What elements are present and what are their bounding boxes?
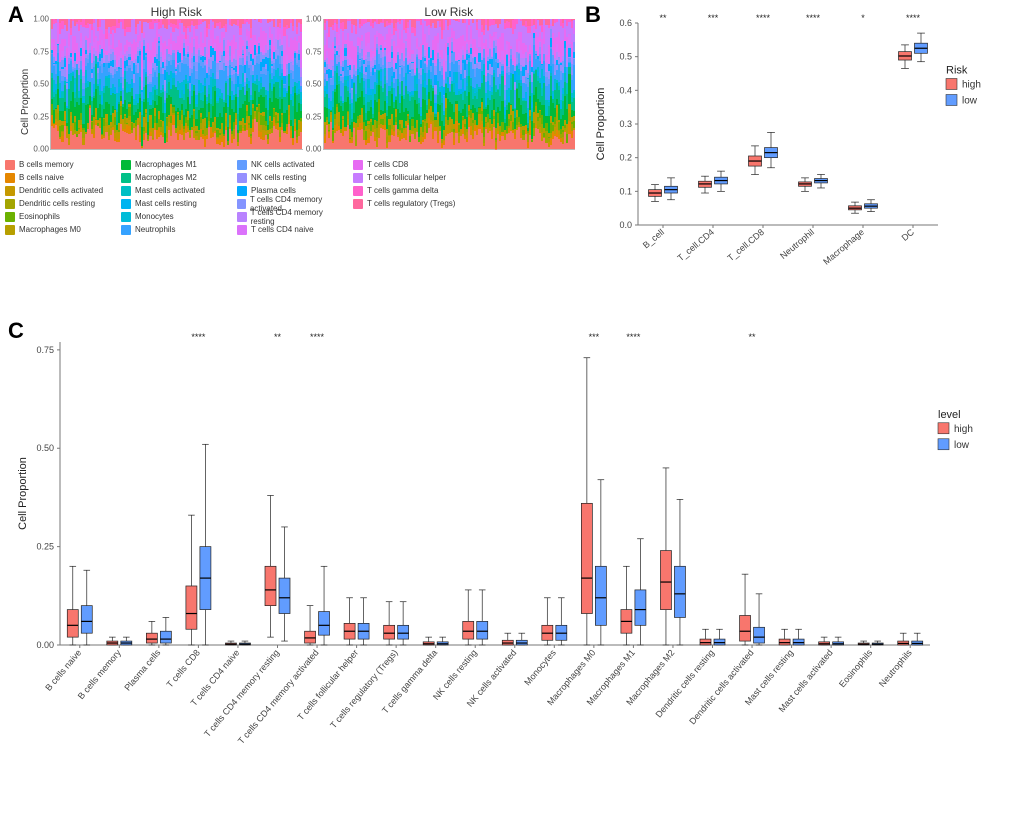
panel-b-boxplot: 0.0 0.1 0.2 0.3 0.4 0.5 0.6 Cell Proportion ** B_…	[590, 5, 1010, 295]
legend-item: Dendritic cells resting	[5, 197, 113, 210]
svg-text:0.50: 0.50	[36, 443, 54, 453]
svg-text:**: **	[749, 332, 757, 342]
legend-item: T cells CD4 memory resting	[237, 210, 345, 223]
svg-text:Cell Proportion: Cell Proportion	[595, 88, 607, 161]
svg-text:T_cell.CD4: T_cell.CD4	[675, 227, 716, 263]
svg-text:****: ****	[310, 332, 325, 342]
legend-item: Dendritic cells activated	[5, 184, 113, 197]
svg-text:0.75: 0.75	[36, 345, 54, 355]
panel-a-left-title: High Risk	[50, 5, 303, 19]
svg-text:0.25: 0.25	[36, 542, 54, 552]
svg-text:T_cell.CD8: T_cell.CD8	[725, 227, 766, 263]
stacked-bar-low-risk: 0.000.250.500.751.00	[323, 19, 576, 150]
svg-text:Neutrophil: Neutrophil	[778, 227, 816, 261]
legend-item: NK cells resting	[237, 171, 345, 184]
legend-item: T cells CD8	[353, 158, 461, 171]
legend-item: T cells CD4 naive	[237, 223, 345, 236]
legend-item: Mast cells resting	[121, 197, 229, 210]
svg-text:high: high	[954, 424, 973, 435]
svg-text:****: ****	[191, 332, 206, 342]
legend-item: Neutrophils	[121, 223, 229, 236]
legend-item: Macrophages M1	[121, 158, 229, 171]
svg-text:Cell Proportion: Cell Proportion	[17, 457, 29, 530]
svg-text:level: level	[938, 409, 961, 421]
svg-text:B cells memory: B cells memory	[76, 647, 124, 701]
svg-text:Eosinophils: Eosinophils	[837, 647, 875, 689]
svg-text:***: ***	[708, 13, 719, 23]
panel-c-boxplot: 0.00 0.25 0.50 0.75 Cell Proportion B cells n…	[5, 320, 1015, 815]
svg-text:Monocytes: Monocytes	[522, 647, 558, 687]
panel-c: 0.00 0.25 0.50 0.75 Cell Proportion B cells n…	[5, 320, 1015, 815]
svg-text:0.0: 0.0	[619, 220, 632, 230]
legend-item: T cells gamma delta	[353, 184, 461, 197]
svg-text:T cells CD4 memory resting: T cells CD4 memory resting	[202, 648, 281, 739]
svg-text:0.6: 0.6	[619, 18, 632, 28]
svg-text:*: *	[861, 13, 865, 23]
svg-text:B_cell: B_cell	[641, 227, 666, 250]
legend-item: Eosinophils	[5, 210, 113, 223]
svg-text:****: ****	[806, 13, 821, 23]
panel-a: High Risk 0.000.250.500.751.00 Low Risk …	[5, 5, 575, 275]
panel-a-legend: B cells memoryB cells naiveDendritic cel…	[5, 158, 565, 236]
svg-text:0.1: 0.1	[619, 186, 632, 196]
svg-text:0.4: 0.4	[619, 85, 632, 95]
svg-text:Neutrophils: Neutrophils	[877, 647, 914, 689]
svg-text:**: **	[274, 332, 282, 342]
svg-text:0.3: 0.3	[619, 119, 632, 129]
legend-item: B cells naive	[5, 171, 113, 184]
svg-text:0.5: 0.5	[619, 52, 632, 62]
svg-text:low: low	[954, 440, 970, 451]
panel-b: 0.0 0.1 0.2 0.3 0.4 0.5 0.6 Cell Proportion ** B_…	[590, 5, 1010, 295]
legend-item: Macrophages M2	[121, 171, 229, 184]
svg-text:low: low	[962, 96, 978, 107]
legend-item: NK cells activated	[237, 158, 345, 171]
svg-text:Risk: Risk	[946, 65, 968, 77]
svg-text:****: ****	[756, 13, 771, 23]
legend-item: B cells memory	[5, 158, 113, 171]
svg-text:0.00: 0.00	[36, 640, 54, 650]
svg-text:****: ****	[626, 332, 641, 342]
svg-text:***: ***	[589, 332, 600, 342]
svg-text:high: high	[962, 80, 981, 91]
svg-text:T cells CD8: T cells CD8	[165, 648, 202, 690]
legend-item: Mast cells activated	[121, 184, 229, 197]
svg-text:0.2: 0.2	[619, 153, 632, 163]
svg-text:B cells naive: B cells naive	[43, 648, 83, 693]
legend-item: Monocytes	[121, 210, 229, 223]
legend-item: T cells follicular helper	[353, 171, 461, 184]
svg-text:T cells CD4 memory activated: T cells CD4 memory activated	[236, 648, 321, 746]
panel-a-right-title: Low Risk	[323, 5, 576, 19]
panel-a-y-axis-title: Cell Proportion	[20, 69, 31, 135]
legend-item: T cells regulatory (Tregs)	[353, 197, 461, 210]
legend-item: Macrophages M0	[5, 223, 113, 236]
svg-text:Plasma cells: Plasma cells	[122, 647, 162, 693]
svg-text:DC: DC	[900, 227, 917, 243]
stacked-bar-high-risk: 0.000.250.500.751.00	[50, 19, 303, 150]
svg-text:**: **	[659, 13, 667, 23]
svg-text:Macrophage: Macrophage	[821, 227, 866, 267]
svg-text:****: ****	[906, 13, 921, 23]
svg-text:T cells regulatory (Tregs): T cells regulatory (Tregs)	[328, 648, 400, 731]
